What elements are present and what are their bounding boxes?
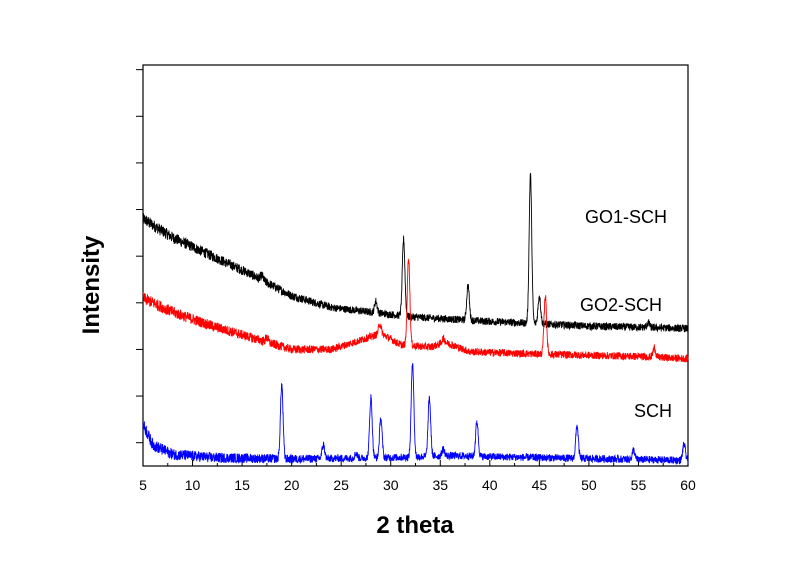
series-labels: GO1-SCH GO2-SCH SCH xyxy=(580,207,672,421)
x-tick-label: 40 xyxy=(482,477,498,493)
x-tick-label: 55 xyxy=(631,477,647,493)
series-line-sch xyxy=(142,363,689,466)
y-axis-title: Intensity xyxy=(78,235,105,334)
x-tick-label: 45 xyxy=(532,477,548,493)
x-tick-label: 35 xyxy=(432,477,448,493)
x-tick-label: 60 xyxy=(680,477,696,493)
x-tick-label: 15 xyxy=(234,477,250,493)
x-tick-label: 20 xyxy=(284,477,300,493)
plot-frame xyxy=(142,64,689,467)
series-line-go2-sch xyxy=(142,258,689,363)
series-line-go1-sch xyxy=(142,172,689,333)
series-label-go1-sch: GO1-SCH xyxy=(585,207,667,227)
x-axis-title: 2 theta xyxy=(376,512,454,539)
x-tick-label: 50 xyxy=(581,477,597,493)
x-tick-label: 5 xyxy=(139,477,147,493)
series-label-go2-sch: GO2-SCH xyxy=(580,295,662,315)
x-tick-label: 30 xyxy=(383,477,399,493)
y-axis-ticks xyxy=(136,69,143,444)
x-axis-ticks: 5 10 15 20 25 30 35 40 45 50 55 60 xyxy=(139,460,696,493)
series-layer xyxy=(142,172,689,466)
x-tick-label: 25 xyxy=(333,477,349,493)
series-label-sch: SCH xyxy=(634,401,672,421)
x-tick-label: 10 xyxy=(185,477,201,493)
